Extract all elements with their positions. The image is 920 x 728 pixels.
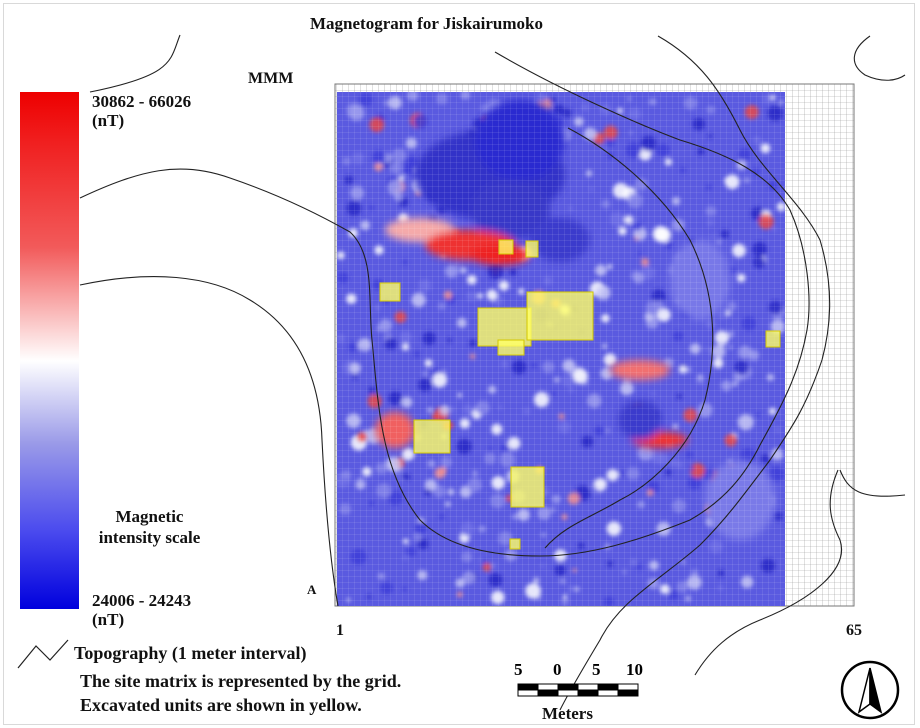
excavated-unit [413,419,451,454]
scale-bar-ticks: 5 0 5 10 [510,660,650,680]
excavated-unit [379,282,401,302]
excavated-unit [765,330,781,348]
excavated-units [379,239,781,550]
legend-low-value: 24006 - 24243 (nT) [92,591,191,629]
excavated-unit [498,239,514,255]
grid-axis-start-label: 1 [336,622,344,639]
north-arrow-icon [840,660,900,720]
scale-bar-unit: Meters [542,704,593,723]
topography-contours [79,34,906,711]
legend-high-range: 30862 - 66026 [92,92,192,111]
contour-line [839,469,906,497]
excavated-unit [509,538,521,550]
legend-high-unit: (nT) [92,111,125,130]
contour-line [89,34,181,93]
legend-title-line2: intensity scale [98,528,201,547]
grid-corner-label-top: MMM [248,70,294,87]
note-excavated-units: Excavated units are shown in yellow. [80,695,362,715]
scale-tick-label: 5 [514,660,523,679]
scale-bar [517,683,639,697]
note-site-matrix: The site matrix is represented by the gr… [80,671,402,691]
topography-legend-label: Topography (1 meter interval) [74,643,307,663]
excavated-unit [497,339,525,356]
magnetic-field [337,92,785,606]
map-title: Magnetogram for Jiskairumoko [310,14,543,33]
map-frame [3,3,915,725]
excavated-unit [510,466,545,508]
legend-title: Magnetic intensity scale [92,506,207,548]
grid-axis-end-label: 65 [846,622,862,639]
contour-line [544,127,714,549]
contour-line [79,51,810,557]
excavated-unit [526,291,594,341]
legend-high-value: 30862 - 66026 (nT) [92,92,191,130]
contour-line [853,35,906,81]
scale-tick-label: 5 [592,660,601,679]
excavated-unit [525,240,539,258]
legend-low-range: 24006 - 24243 [92,591,192,610]
contour-line [79,276,339,607]
scale-tick-label: 0 [553,660,562,679]
legend-title-line1: Magnetic [115,507,184,526]
scale-tick-label: 10 [626,660,643,679]
contour-line [694,469,843,676]
grid-corner-label-bottom: A [307,582,317,597]
intensity-color-scale [20,92,79,609]
legend-low-unit: (nT) [92,610,125,629]
topography-legend-icon [17,639,69,669]
contour-line [559,35,831,711]
